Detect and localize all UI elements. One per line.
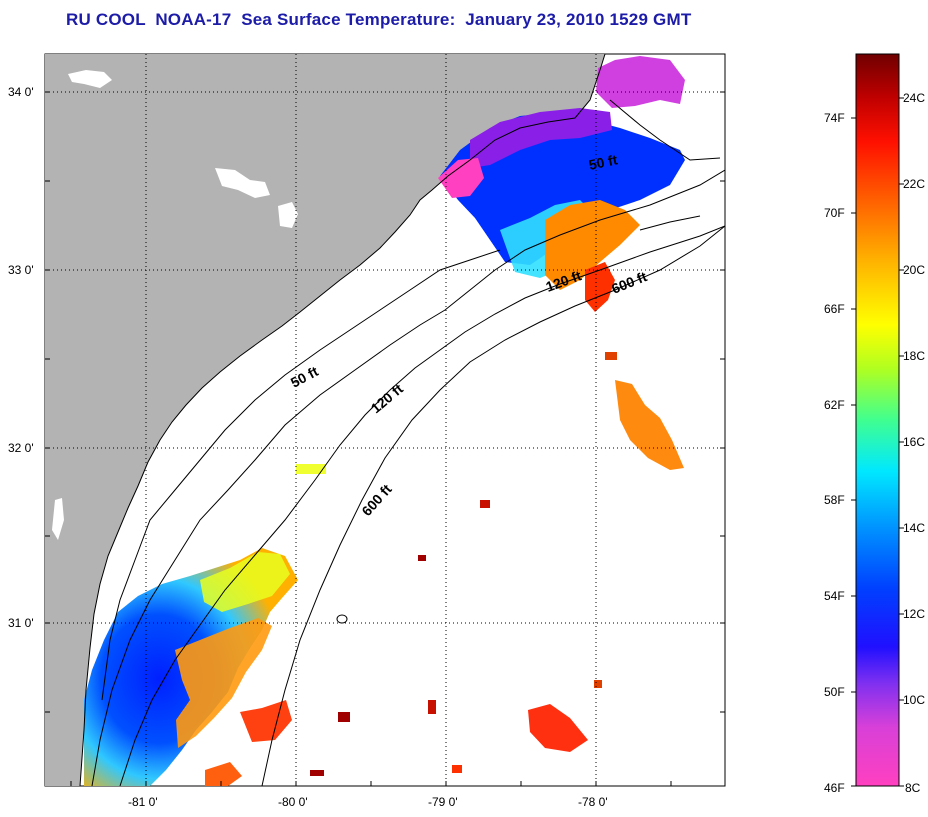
- contour-label-ne-50ft: 50 ft: [587, 151, 619, 173]
- sst-blob: [296, 464, 326, 474]
- depth-contour-50ft: [91, 169, 725, 786]
- colorbar-c-label: 22C: [903, 177, 925, 191]
- lat-label-33: 33 0': [8, 263, 34, 277]
- land-lake: [52, 498, 64, 540]
- lon-label-81: -81 0': [128, 795, 158, 809]
- sst-blob: [338, 712, 350, 722]
- sst-blob: [605, 352, 617, 360]
- sst-patch-south-yellow: [200, 552, 290, 612]
- sst-patch-northeast-purple: [470, 108, 612, 168]
- depth-contour-120ft: [119, 225, 725, 786]
- colorbar-c-label: 8C: [905, 781, 921, 795]
- map-title: RU COOL NOAA-17 Sea Surface Temperature:…: [66, 10, 692, 29]
- lat-label-31: 31 0': [8, 616, 34, 630]
- sst-blob: [594, 680, 602, 688]
- colorbar-c-label: 24C: [903, 91, 925, 105]
- land-lake: [215, 168, 270, 198]
- sst-patch-south-warm: [175, 618, 272, 748]
- sst-blob: [452, 765, 462, 773]
- colorbar-c-label: 14C: [903, 521, 925, 535]
- colorbar-f-label: 66F: [824, 302, 845, 316]
- sst-blob: [418, 555, 426, 561]
- colorbar-f-label: 62F: [824, 398, 845, 412]
- colorbar-c-label: 20C: [903, 263, 925, 277]
- colorbar-gradient: [855, 53, 900, 787]
- sst-blob: [480, 500, 490, 508]
- colorbar-f-label: 46F: [824, 781, 845, 795]
- colorbar-c-label: 18C: [903, 349, 925, 363]
- sst-blob: [310, 770, 324, 776]
- land-mass: [45, 54, 605, 786]
- lon-label-78: -78 0': [578, 795, 608, 809]
- sst-blob: [240, 700, 292, 742]
- sst-patch-northeast-pink: [438, 158, 484, 198]
- sst-blob: [528, 704, 588, 752]
- sst-patch-northeast-topband: [596, 56, 685, 108]
- lat-label-32: 32 0': [8, 441, 34, 455]
- colorbar-f-label: 74F: [824, 111, 845, 125]
- lat-label-34: 34 0': [8, 85, 34, 99]
- colorbar-f-label: 54F: [824, 589, 845, 603]
- colorbar-c-label: 16C: [903, 435, 925, 449]
- depth-contour-600ft: [261, 225, 725, 786]
- colorbar-f-label: 70F: [824, 206, 845, 220]
- sst-blob: [205, 762, 242, 786]
- sst-streak-east: [615, 380, 684, 470]
- colorbar-f-label: 50F: [824, 685, 845, 699]
- graticule: [45, 54, 725, 786]
- axis-ticks: [45, 91, 725, 786]
- colorbar-f-label: 58F: [824, 493, 845, 507]
- colorbar-c-label: 12C: [903, 607, 925, 621]
- colorbar: 74F 70F 66F 62F 58F 54F 50F 46F 24C 22C …: [824, 53, 925, 795]
- sst-blob: [428, 700, 436, 714]
- colorbar-c-label: 10C: [903, 693, 925, 707]
- land-lake: [68, 70, 112, 88]
- lon-label-80: -80 0': [278, 795, 308, 809]
- coastline: [79, 54, 606, 786]
- barrier-islands: [101, 99, 721, 701]
- land-lake: [278, 202, 298, 228]
- sst-patch-northeast-orange: [545, 200, 640, 290]
- lon-label-79: -79 0': [428, 795, 458, 809]
